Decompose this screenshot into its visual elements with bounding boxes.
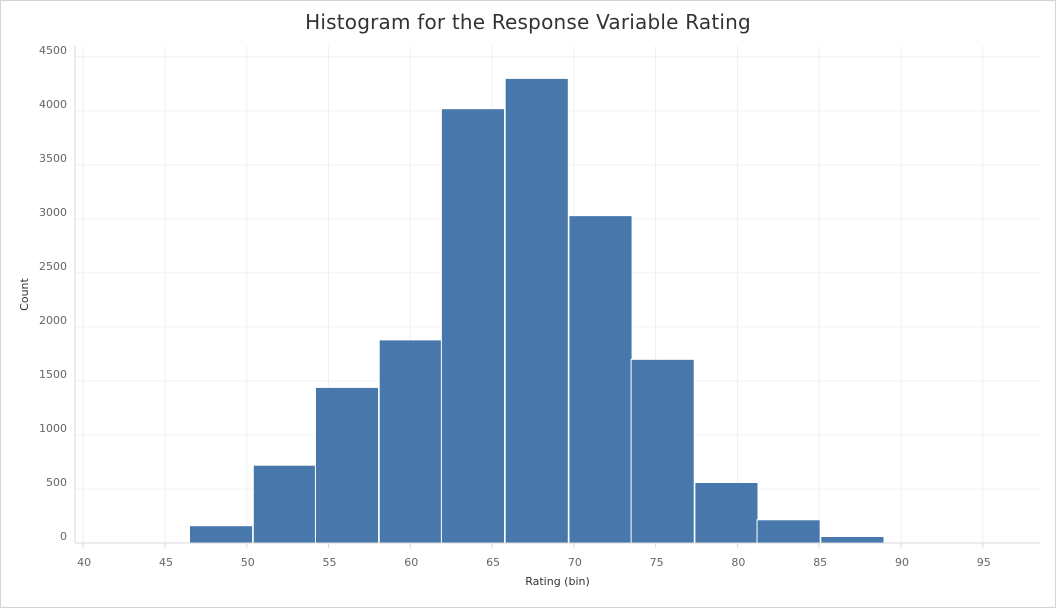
y-tick-label: 1000 (39, 422, 67, 435)
x-tick-label: 90 (895, 556, 909, 569)
x-tick-label: 85 (813, 556, 827, 569)
y-tick-label: 1500 (39, 368, 67, 381)
y-tick-label: 3000 (39, 206, 67, 219)
x-tick-label: 95 (977, 556, 991, 569)
x-tick-label: 70 (568, 556, 582, 569)
histogram-bar-1[interactable] (189, 526, 252, 543)
histogram-bar-3[interactable] (315, 387, 378, 543)
bars (126, 78, 948, 543)
histogram-bar-10[interactable] (757, 520, 820, 543)
x-tick-label: 55 (323, 556, 337, 569)
histogram-bar-7[interactable] (569, 216, 632, 543)
x-axis-ticks: 40 45 50 55 60 65 70 75 80 85 90 95 (77, 543, 991, 569)
y-tick-label: 2000 (39, 314, 67, 327)
y-axis-label: Count (18, 277, 31, 310)
histogram-bar-6[interactable] (505, 78, 568, 543)
histogram-bar-11[interactable] (821, 537, 884, 543)
x-tick-label: 60 (404, 556, 418, 569)
x-tick-label: 65 (486, 556, 500, 569)
y-tick-label: 4000 (39, 98, 67, 111)
x-tick-label: 80 (731, 556, 745, 569)
x-tick-label: 45 (159, 556, 173, 569)
x-tick-label: 50 (241, 556, 255, 569)
histogram-bar-2[interactable] (253, 465, 316, 543)
y-tick-label: 3500 (39, 152, 67, 165)
histogram-bar-4[interactable] (379, 340, 442, 543)
histogram-bar-9[interactable] (695, 482, 758, 543)
y-tick-label: 500 (46, 476, 67, 489)
y-tick-label: 2500 (39, 260, 67, 273)
x-tick-label: 75 (650, 556, 664, 569)
x-axis-label: Rating (bin) (525, 575, 590, 588)
y-tick-label: 4500 (39, 44, 67, 57)
histogram-bar-8[interactable] (631, 359, 694, 543)
y-axis-ticks: 0 500 1000 1500 2000 2500 3000 3500 4000 4500 (39, 44, 67, 543)
x-tick-label: 40 (77, 556, 91, 569)
histogram-bar-5[interactable] (441, 109, 504, 543)
y-tick-label: 0 (60, 530, 67, 543)
